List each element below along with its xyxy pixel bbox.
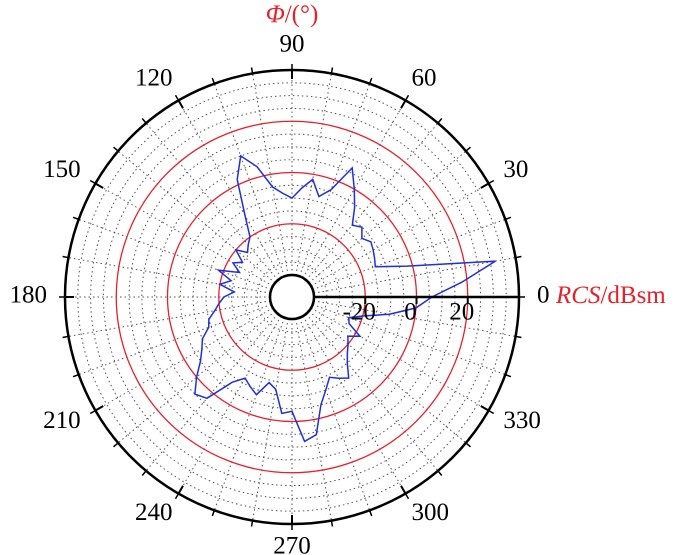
angle-tick-label: 240 — [135, 499, 173, 526]
angle-symbol: Φ — [266, 1, 285, 28]
angle-tick-label: 30 — [503, 156, 528, 183]
angle-tick — [400, 99, 407, 109]
angle-tick — [480, 405, 490, 412]
inner-boundary — [268, 273, 316, 321]
angle-tick-label: 300 — [412, 499, 450, 526]
angle-tick-label: 270 — [273, 533, 311, 555]
angle-tick — [94, 405, 104, 412]
angle-tick-label: 90 — [280, 31, 305, 58]
angle-unit: /(°) — [285, 1, 319, 28]
angle-tick — [94, 182, 104, 189]
radial-tick-label: -20 — [343, 299, 376, 326]
angle-tick-label: 150 — [43, 156, 81, 183]
angle-tick — [177, 99, 184, 109]
radial-symbol: RCS — [555, 282, 601, 309]
angle-tick-label: 180 — [10, 282, 48, 309]
plot-area: -20 0 20 0 30 60 90 120 150 180 210 240 270 300 330 — [10, 31, 550, 555]
angle-tick — [400, 485, 407, 495]
angle-tick-label: 120 — [135, 64, 173, 91]
radial-axis-title: RCS/dBsm — [555, 282, 666, 309]
angle-tick-label: 0 — [537, 282, 550, 309]
angle-axis-title: Φ/(°) — [266, 1, 319, 28]
angle-tick-label: 60 — [412, 64, 437, 91]
angle-tick-label: 330 — [503, 407, 541, 434]
radial-tick-label: 20 — [449, 299, 474, 326]
angle-tick-label: 210 — [43, 407, 81, 434]
angle-tick — [480, 182, 490, 189]
angle-tick — [177, 485, 184, 495]
rcs-line — [194, 154, 496, 443]
radial-tick-label: 0 — [404, 299, 417, 326]
radial-unit: /dBsm — [600, 282, 666, 309]
